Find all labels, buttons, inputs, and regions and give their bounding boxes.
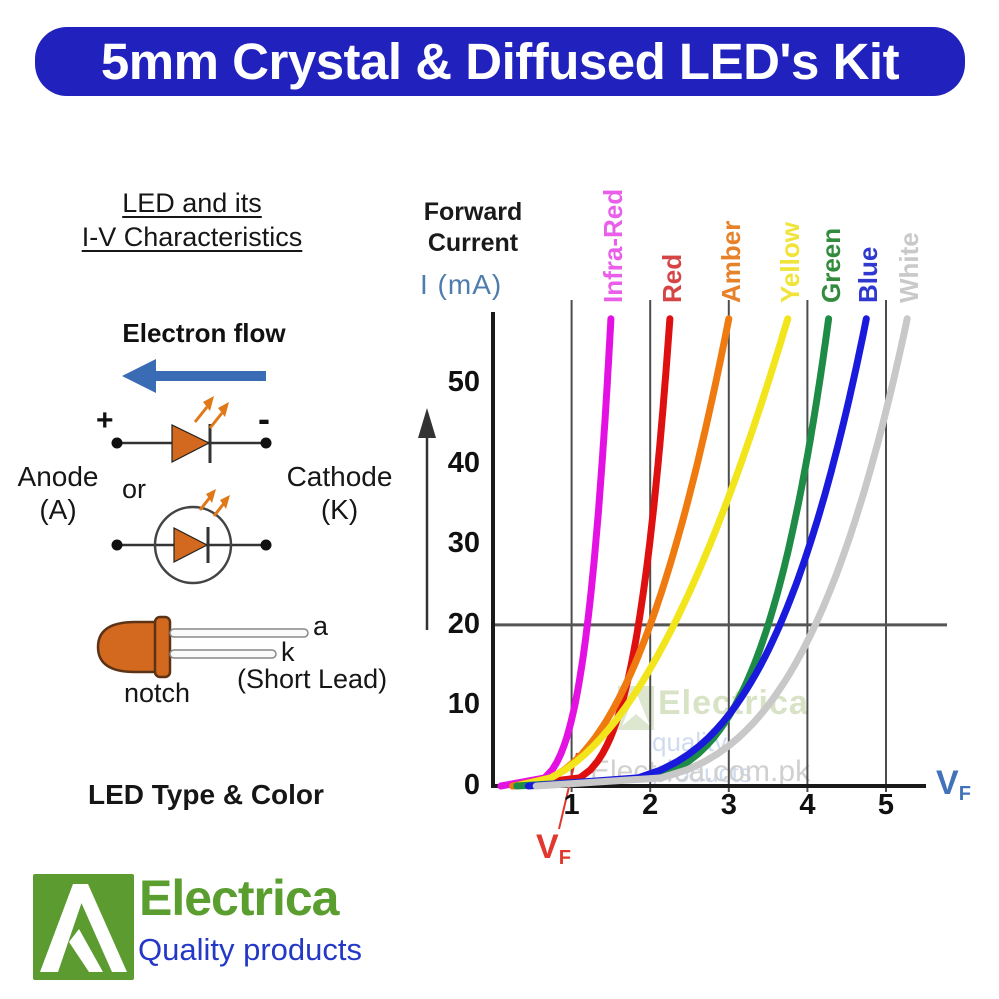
x-tick-3: 3 (720, 789, 737, 821)
series-label-amber: Amber (716, 220, 746, 303)
series-label-infra-red: Infra-Red (598, 188, 628, 303)
anode-word: Anode (17, 461, 99, 492)
led-package-dome (96, 620, 159, 674)
brand-logo-inner-stroke (69, 929, 103, 972)
led-anode-lead (169, 628, 309, 638)
anode-label: Anode (A) (8, 460, 108, 526)
y-axis-arrowhead (418, 408, 436, 438)
series-label-yellow: Yellow (775, 222, 805, 303)
y-tick-40: 40 (447, 446, 480, 479)
forward-current-label: Forward Current (418, 197, 528, 259)
watermark-logo-mark (622, 692, 650, 726)
plus-sign: + (96, 404, 114, 437)
light-emission-arrowhead (206, 489, 216, 503)
current-axis-label: I (mA) (420, 269, 503, 300)
voltage-axis-label-f: F (958, 783, 971, 805)
product-title-banner: 5mm Crystal & Diffused LED's Kit (35, 27, 965, 96)
anode-lead-label: a (313, 611, 329, 641)
y-tick-30: 30 (447, 527, 480, 560)
curve-infra-red (497, 315, 615, 790)
curve-blue (524, 315, 870, 790)
circuit1-anode-terminal (111, 437, 123, 449)
led-package-notch-flange (153, 615, 172, 679)
circuit1-cathode-terminal (260, 437, 272, 449)
curve-amber (509, 315, 733, 790)
curve-yellow (513, 315, 792, 790)
product-title: 5mm Crystal & Diffused LED's Kit (100, 33, 900, 90)
cathode-word: Cathode (286, 461, 393, 492)
forward-current-line1: Forward (423, 198, 523, 226)
cathode-lead-label: k (281, 637, 295, 667)
led-cathode-lead (169, 649, 277, 659)
led-symbol-circle (153, 505, 233, 585)
led-symbol-triangle-2 (173, 527, 209, 563)
cathode-label: Cathode (K) (282, 460, 397, 526)
voltage-axis-label: VF (936, 764, 971, 806)
short-lead-label: (Short Lead) (237, 664, 388, 694)
y-tick-50: 50 (447, 366, 480, 399)
light-emission-arrow (208, 412, 224, 429)
x-tick-2: 2 (642, 789, 659, 821)
x-tick-4: 4 (799, 789, 816, 821)
led-symbol-triangle-1 (171, 424, 211, 463)
anode-symbol: (A) (39, 494, 77, 525)
series-label-green: Green (816, 227, 846, 303)
or-label: or (122, 474, 147, 504)
vf-annotation-v: V (536, 828, 559, 866)
led-type-color-label: LED Type & Color (88, 779, 324, 810)
vf-annotation-f: F (558, 847, 571, 869)
circuit2-cathode-terminal (260, 539, 272, 551)
notch-label: notch (123, 678, 191, 708)
y-tick-20: 20 (447, 607, 480, 640)
y-tick-0: 0 (463, 769, 480, 801)
series-label-blue: Blue (853, 246, 883, 303)
forward-current-line2: Current (427, 229, 519, 257)
brand-name: Electrica (139, 870, 339, 926)
curve-red (509, 315, 674, 790)
series-label-white: White (894, 232, 924, 303)
diagram-heading-line2: I-V Characteristics (81, 222, 303, 252)
minus-sign: - (258, 398, 270, 439)
electron-flow-arrow-shaft (154, 371, 266, 381)
diagram-heading: LED and its I-V Characteristics (25, 186, 359, 254)
brand-logo-right-stroke (73, 884, 127, 972)
electron-flow-arrowhead (122, 359, 156, 393)
light-emission-arrowhead (220, 495, 230, 509)
light-emission-arrowhead (218, 402, 229, 417)
brand-logo-left-stroke (40, 884, 88, 972)
circuit2-anode-terminal (111, 539, 123, 551)
x-tick-1: 1 (563, 789, 580, 821)
brand-tagline: Quality products (138, 932, 362, 967)
brand-logo (33, 874, 134, 980)
electron-flow-label: Electron flow (122, 318, 286, 348)
light-emission-arrowhead (203, 396, 214, 411)
curve-white (532, 315, 911, 790)
diagram-heading-line1: LED and its (122, 188, 262, 218)
y-tick-10: 10 (447, 688, 480, 721)
light-emission-arrow (193, 406, 209, 423)
vf-annotation: VF (536, 828, 571, 870)
cathode-symbol: (K) (320, 494, 359, 525)
x-tick-5: 5 (877, 789, 895, 821)
series-label-red: Red (657, 253, 687, 303)
voltage-axis-label-v: V (936, 764, 959, 802)
